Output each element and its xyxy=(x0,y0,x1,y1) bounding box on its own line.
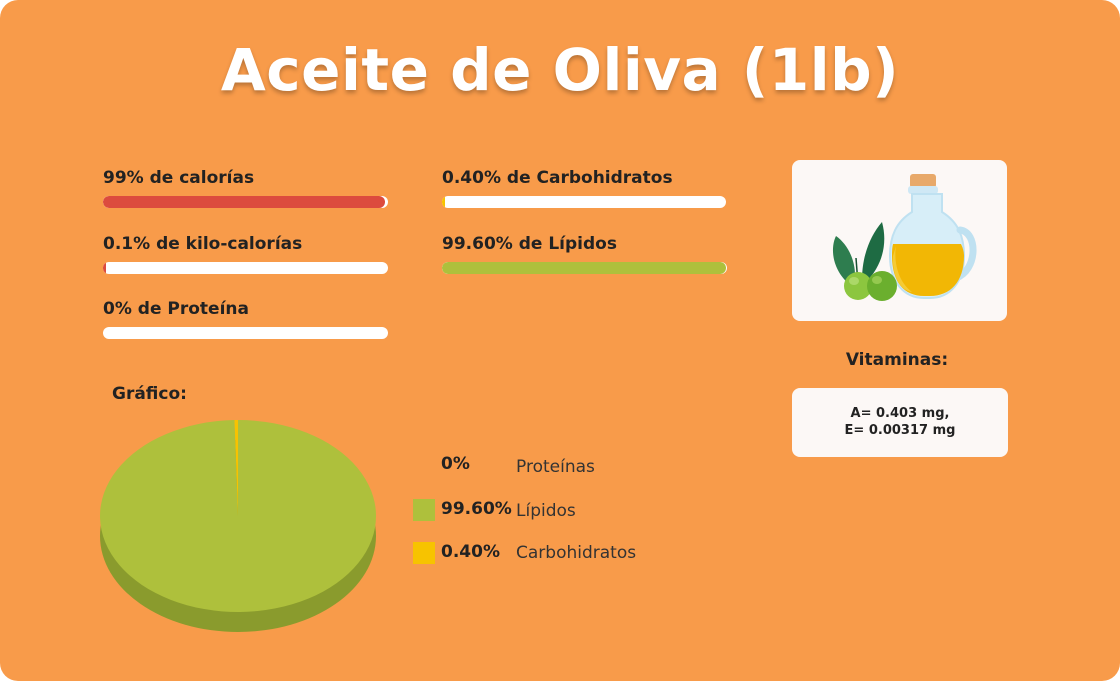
pie-slice-carbohidratos xyxy=(234,420,238,516)
product-image xyxy=(792,160,1007,321)
pie-chart xyxy=(100,420,377,632)
stat-lipids: 99.60% de Lípidos xyxy=(442,234,727,274)
stat-calories: 99% de calorías xyxy=(103,168,388,208)
stat-protein: 0% de Proteína xyxy=(103,299,388,339)
chart-label: Gráfico: xyxy=(112,384,187,404)
progress-bar xyxy=(103,327,388,339)
stat-label: 0.1% de kilo-calorías xyxy=(103,234,303,254)
page-title: Aceite de Oliva (1lb) xyxy=(220,36,900,104)
legend-label-proteinas: Proteínas xyxy=(516,457,595,477)
stat-label: 99% de calorías xyxy=(103,168,255,188)
vitamin-e-value: E= 0.00317 mg xyxy=(844,423,956,438)
legend-label-lipidos: Lípidos xyxy=(516,501,576,521)
progress-bar xyxy=(103,196,388,208)
pie-slice-lípidos xyxy=(100,420,377,612)
stat-label: 99.60% de Lípidos xyxy=(442,234,617,254)
olive-oil-bottle-icon xyxy=(832,174,977,301)
vitamins-box: A= 0.403 mg, E= 0.00317 mg xyxy=(792,388,1008,457)
stat-label: 0% de Proteína xyxy=(103,299,249,319)
progress-fill xyxy=(442,262,726,274)
legend-value-proteinas: 0% xyxy=(441,454,470,474)
vitamin-a-value: A= 0.403 mg, xyxy=(850,406,950,421)
progress-bar xyxy=(103,262,388,274)
progress-bar xyxy=(442,196,726,208)
progress-fill xyxy=(442,196,445,208)
progress-fill xyxy=(103,262,106,274)
legend-swatch-lipidos xyxy=(413,499,435,521)
legend-label-carbohidratos: Carbohidratos xyxy=(516,543,637,563)
stat-kilocalories: 0.1% de kilo-calorías xyxy=(103,234,388,274)
stat-label: 0.40% de Carbohidratos xyxy=(442,168,673,188)
vitamins-title: Vitaminas: xyxy=(845,350,949,370)
stat-carbohydrates: 0.40% de Carbohidratos xyxy=(442,168,726,208)
legend-value-carbohidratos: 0.40% xyxy=(441,542,500,562)
legend-swatch-carbohidratos xyxy=(413,542,435,564)
progress-fill xyxy=(103,196,386,208)
progress-bar xyxy=(442,262,727,274)
legend-value-lipidos: 99.60% xyxy=(441,499,512,519)
